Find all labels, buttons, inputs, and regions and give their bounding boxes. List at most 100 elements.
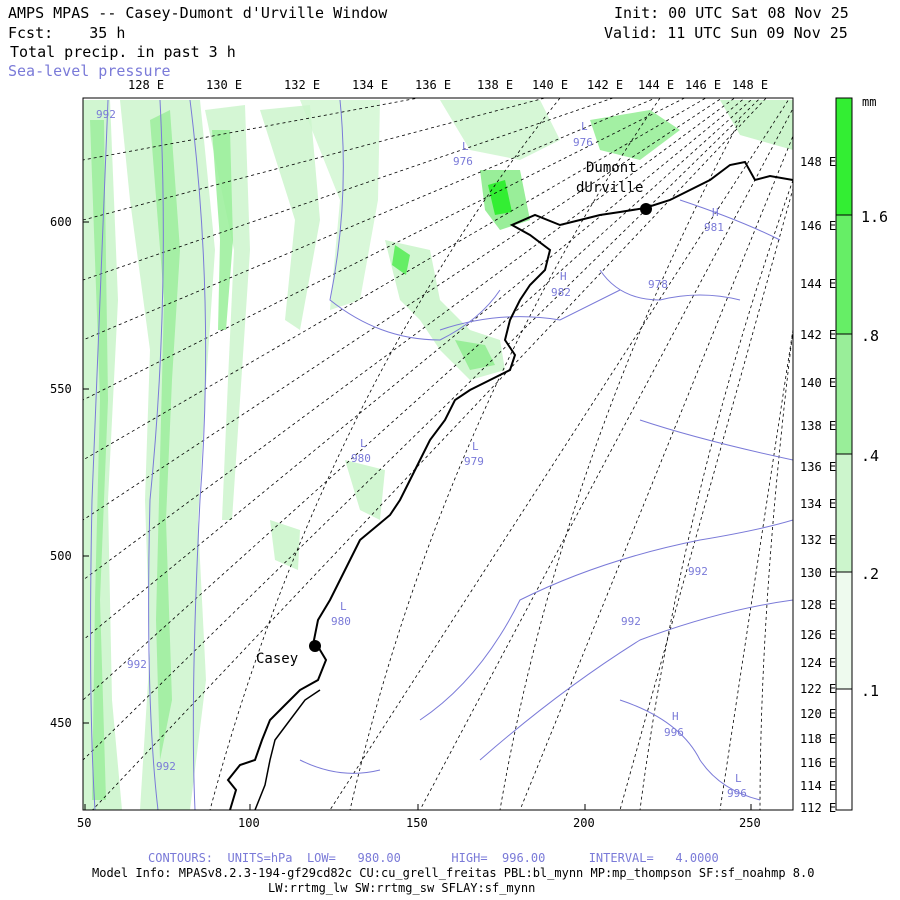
right-lon-label: 146 E (800, 219, 836, 233)
valid-time: Valid: 11 UTC Sun 09 Nov 25 (604, 24, 848, 42)
pressure-label: H (712, 206, 719, 219)
pressure-label: L (581, 120, 588, 133)
top-lon-label: 144 E (638, 78, 674, 92)
colorbar-swatch (836, 454, 852, 572)
right-lon-label: 114 E (800, 779, 836, 793)
pressure-label: 979 (464, 455, 484, 468)
colorbar-label: .1 (861, 682, 879, 700)
colorbar-unit: mm (862, 95, 876, 109)
x-tick-label: 200 (573, 816, 595, 830)
top-lon-label: 136 E (415, 78, 451, 92)
colorbar-label: .4 (861, 447, 879, 465)
pressure-label: L (360, 437, 367, 450)
x-tick-label: 100 (238, 816, 260, 830)
map-title: AMPS MPAS -- Casey-Dumont d'Urville Wind… (8, 4, 388, 22)
forecast-value: 35 h (89, 24, 126, 42)
top-lon-label: 132 E (284, 78, 320, 92)
station-label: dUrville (576, 180, 643, 196)
top-lon-axis: 128 E 130 E 132 E 134 E 136 E 138 E 140 … (128, 78, 768, 92)
right-lon-label: 148 E (800, 155, 836, 169)
pressure-label: 992 (156, 760, 176, 773)
station-dumont-durville: Dumont dUrville (576, 160, 652, 215)
right-lon-label: 112 E (800, 801, 836, 815)
pressure-label: H (560, 270, 567, 283)
right-lon-label: 144 E (800, 277, 836, 291)
pressure-label: 982 (551, 286, 571, 299)
y-tick-label: 450 (50, 716, 72, 730)
pressure-label: 992 (621, 615, 641, 628)
pressure-label: 976 (453, 155, 473, 168)
pressure-label: L (735, 772, 742, 785)
right-lon-label: 132 E (800, 533, 836, 547)
right-lon-label: 130 E (800, 566, 836, 580)
pressure-label: L (472, 440, 479, 453)
colorbar-swatch (836, 98, 852, 215)
colorbar-swatch (836, 572, 852, 689)
pressure-label: 980 (331, 615, 351, 628)
top-lon-label: 142 E (587, 78, 623, 92)
field-name: Total precip. in past 3 h (10, 43, 236, 61)
forecast-hour: Fcst: 35 h (8, 24, 125, 42)
overlay-name: Sea-level pressure (8, 62, 171, 80)
pressure-label: L (340, 600, 347, 613)
pressure-label: 980 (351, 452, 371, 465)
pressure-label: 981 (704, 221, 724, 234)
y-axis: 600 550 500 450 (50, 215, 89, 730)
pressure-label: 992 (688, 565, 708, 578)
pressure-label: 976 (573, 136, 593, 149)
coastline (226, 160, 793, 810)
pressure-label: 996 (664, 726, 684, 739)
right-lon-label: 142 E (800, 328, 836, 342)
coastline-inner (254, 689, 321, 810)
y-tick-label: 550 (50, 382, 72, 396)
right-lon-label: 126 E (800, 628, 836, 642)
x-tick-label: 250 (739, 816, 761, 830)
right-lon-label: 136 E (800, 460, 836, 474)
pressure-label: H (672, 710, 679, 723)
station-label: Dumont (586, 160, 637, 176)
plot-frame (82, 97, 794, 811)
colorbar: mm 1.6 .8 .4 .2 .1 (835, 95, 888, 811)
colorbar-swatch (836, 334, 852, 454)
pressure-contours (90, 99, 793, 810)
x-tick-label: 150 (406, 816, 428, 830)
right-lon-label: 120 E (800, 707, 836, 721)
right-lon-label: 138 E (800, 419, 836, 433)
right-lon-label: 140 E (800, 376, 836, 390)
station-marker-icon (309, 640, 321, 652)
top-lon-label: 128 E (128, 78, 164, 92)
pressure-label-group: 992 L 976 L 976 H 981 H 982 978 L 980 L … (96, 108, 747, 800)
contour-info: CONTOURS: UNITS=hPa LOW= 980.00 HIGH= 99… (148, 851, 719, 865)
colorbar-label: .2 (861, 565, 879, 583)
top-lon-label: 146 E (685, 78, 721, 92)
model-info-line2: LW:rrtmg_lw SW:rrtmg_sw SFLAY:sf_mynn (268, 881, 536, 895)
pressure-label: L (462, 140, 469, 153)
pressure-label: 992 (127, 658, 147, 671)
forecast-label: Fcst: (8, 24, 54, 42)
right-lon-label: 116 E (800, 756, 836, 770)
top-lon-label: 148 E (732, 78, 768, 92)
x-axis: 50 100 150 200 250 (77, 804, 761, 830)
station-label: Casey (256, 651, 298, 667)
top-lon-label: 134 E (352, 78, 388, 92)
init-time: Init: 00 UTC Sat 08 Nov 25 (614, 4, 849, 22)
colorbar-label: 1.6 (861, 208, 888, 226)
top-lon-label: 138 E (477, 78, 513, 92)
right-lon-label: 124 E (800, 656, 836, 670)
pressure-label: 978 (648, 278, 668, 291)
x-tick-label: 50 (77, 816, 91, 830)
top-lon-label: 140 E (532, 78, 568, 92)
colorbar-swatch (836, 215, 852, 334)
pressure-label: 992 (96, 108, 116, 121)
right-lon-label: 122 E (800, 682, 836, 696)
right-lon-label: 134 E (800, 497, 836, 511)
colorbar-swatch (836, 689, 852, 810)
model-info: Model Info: MPASv8.2.3-194-gf29cd82c CU:… (92, 866, 815, 880)
y-tick-label: 600 (50, 215, 72, 229)
right-lon-label: 118 E (800, 732, 836, 746)
station-marker-icon (640, 203, 652, 215)
right-lon-axis: 148 E 146 E 144 E 142 E 140 E 138 E 136 … (800, 155, 836, 815)
station-casey: Casey (256, 640, 321, 667)
pressure-label: 996 (727, 787, 747, 800)
